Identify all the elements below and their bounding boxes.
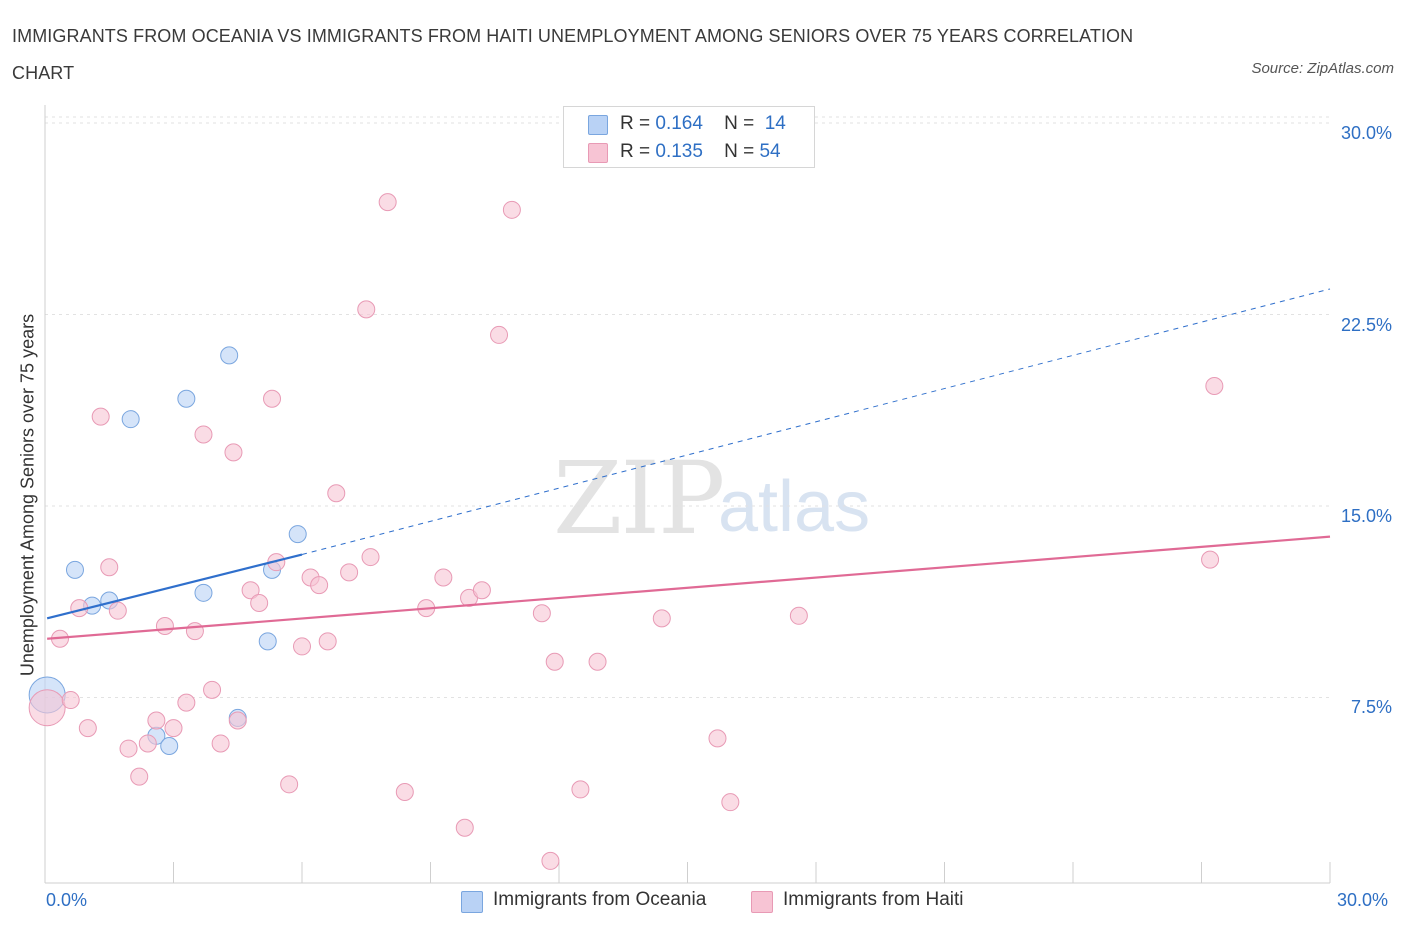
oceania-legend-swatch xyxy=(461,891,483,913)
watermark-zip: ZIP xyxy=(553,440,725,557)
haiti-point xyxy=(1205,376,1224,395)
oceania-point xyxy=(258,632,277,651)
haiti-point xyxy=(91,407,110,426)
y-axis-label: Unemployment Among Seniors over 75 years xyxy=(17,313,38,677)
haiti-point xyxy=(61,691,80,710)
oceania-point xyxy=(220,346,239,365)
haiti-point xyxy=(571,780,590,799)
haiti-legend-label: Immigrants from Haiti xyxy=(783,889,964,910)
source-label: Source: ZipAtlas.com xyxy=(1251,60,1394,77)
haiti-point xyxy=(361,548,380,567)
haiti-point xyxy=(224,443,243,462)
n-label: N = xyxy=(724,113,755,134)
haiti-point xyxy=(250,594,269,613)
haiti-point xyxy=(789,606,808,625)
oceania-point xyxy=(160,737,179,756)
oceania-point xyxy=(65,560,84,579)
oceania-point xyxy=(121,410,140,429)
haiti-point xyxy=(357,300,376,319)
haiti-point xyxy=(708,729,727,748)
haiti-point xyxy=(434,568,453,587)
haiti-legend-swatch xyxy=(751,891,773,913)
y-tick-label: 22.5% xyxy=(1340,315,1392,335)
haiti-point xyxy=(203,680,222,699)
haiti-point xyxy=(228,711,247,730)
haiti-point xyxy=(211,734,230,753)
haiti-point xyxy=(138,734,157,753)
haiti-point xyxy=(177,693,196,712)
haiti-point xyxy=(147,711,166,730)
n-label: N = xyxy=(724,141,755,162)
chart-title: IMMIGRANTS FROM OCEANIA VS IMMIGRANTS FR… xyxy=(12,26,1134,83)
n-value-haiti: 54 xyxy=(759,141,781,162)
haiti-point xyxy=(395,782,414,801)
x-tick-label: 0.0% xyxy=(46,890,88,910)
oceania-point xyxy=(194,583,213,602)
oceania-trendline xyxy=(46,553,303,620)
r-value-oceania: 0.164 xyxy=(655,113,703,134)
haiti-point xyxy=(652,609,671,628)
haiti-point xyxy=(194,425,213,444)
haiti-point xyxy=(545,652,564,671)
haiti-point xyxy=(721,793,740,812)
haiti-point xyxy=(340,563,359,582)
haiti-point xyxy=(490,325,509,344)
oceania-point xyxy=(177,389,196,408)
haiti-point xyxy=(78,719,97,738)
haiti-point xyxy=(130,767,149,786)
haiti-point xyxy=(588,652,607,671)
y-tick-label: 30.0% xyxy=(1340,123,1392,143)
y-tick-label: 15.0% xyxy=(1340,506,1392,526)
oceania-point xyxy=(288,525,307,544)
correlation-legend: R = 0.164 N = 14 R = 0.135 N = 54 xyxy=(563,106,815,168)
haiti-point xyxy=(185,622,204,641)
haiti-point xyxy=(241,581,260,600)
haiti-point xyxy=(455,818,474,837)
oceania-trendline-dashed xyxy=(301,288,1331,555)
haiti-point xyxy=(155,617,174,636)
watermark-atlas: atlas xyxy=(718,467,871,547)
haiti-trendline xyxy=(47,535,1331,640)
r-value-haiti: 0.135 xyxy=(655,141,703,162)
haiti-point xyxy=(318,632,337,651)
haiti-swatch xyxy=(588,143,608,163)
haiti-point xyxy=(1201,550,1220,569)
oceania-legend-label: Immigrants from Oceania xyxy=(493,889,707,910)
x-tick-label: 30.0% xyxy=(1337,890,1389,910)
haiti-point xyxy=(541,851,560,870)
oceania-swatch xyxy=(588,115,608,135)
haiti-point xyxy=(293,637,311,656)
haiti-point xyxy=(327,484,346,503)
haiti-point xyxy=(100,558,119,577)
haiti-point xyxy=(378,193,397,212)
haiti-point xyxy=(472,581,491,600)
haiti-point xyxy=(502,200,521,219)
haiti-point xyxy=(164,719,183,738)
haiti-point xyxy=(532,604,551,623)
haiti-point xyxy=(280,775,299,794)
haiti-point xyxy=(119,739,138,758)
haiti-point xyxy=(28,689,66,727)
r-label: R = xyxy=(620,113,651,134)
y-tick-label: 7.5% xyxy=(1350,697,1392,717)
n-value-oceania: 14 xyxy=(764,113,786,134)
r-label: R = xyxy=(620,141,651,162)
haiti-point xyxy=(108,601,127,620)
haiti-point xyxy=(263,389,282,408)
haiti-point xyxy=(310,576,329,595)
